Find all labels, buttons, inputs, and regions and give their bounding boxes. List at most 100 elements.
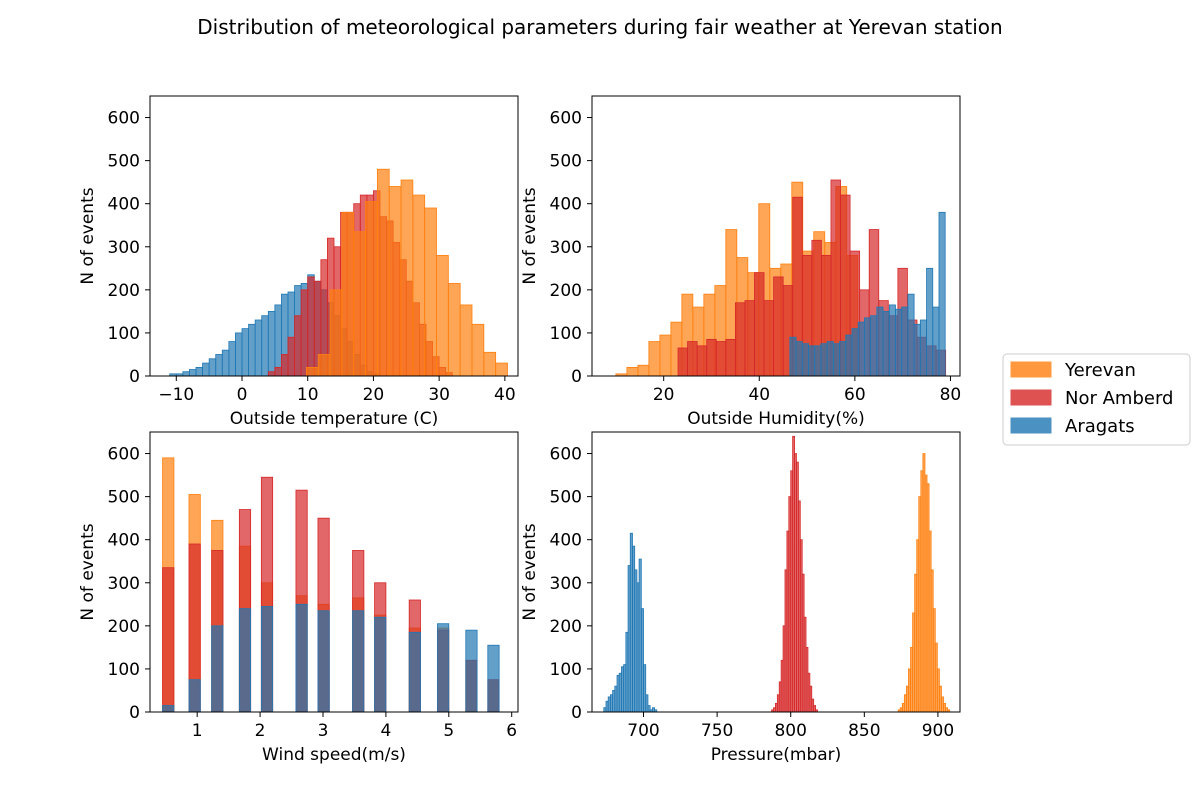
y-tick-label: 200 (108, 281, 140, 301)
histogram-bar (857, 321, 865, 376)
y-tick-label: 100 (108, 324, 140, 344)
histogram-bar (888, 304, 896, 376)
histogram-bar (400, 179, 414, 376)
y-tick-label: 200 (108, 617, 140, 637)
histogram-bar (870, 315, 878, 376)
y-tick-label: 400 (550, 531, 582, 551)
y-tick-label: 100 (108, 660, 140, 680)
bars-group (603, 435, 951, 712)
histogram-bar (487, 644, 500, 712)
y-tick-label: 600 (550, 445, 582, 465)
figure-title: Distribution of meteorological parameter… (197, 15, 1002, 39)
bars-group (615, 179, 947, 376)
x-tick-label: 30 (428, 385, 450, 405)
histogram-bar (341, 211, 355, 376)
histogram-bar (832, 343, 840, 376)
y-axis-label: N of events (520, 187, 540, 284)
histogram-bar (789, 336, 797, 376)
histogram-bar (876, 306, 884, 376)
y-axis-label: N of events (78, 187, 98, 284)
histogram-bar (300, 289, 309, 376)
x-tick-label: 10 (297, 385, 319, 405)
histogram-bar (307, 276, 315, 376)
y-tick-label: 400 (108, 195, 140, 215)
histogram-bar (725, 338, 736, 376)
histogram-bar (261, 315, 269, 376)
histogram-bar (864, 317, 872, 376)
histogram-bar (294, 315, 302, 376)
histogram-bar (188, 543, 201, 712)
x-tick-label: 1 (192, 721, 203, 741)
histogram-bar (744, 300, 755, 376)
histogram-bar (706, 338, 717, 376)
histogram-bar (839, 341, 847, 376)
axes-frame (149, 95, 519, 377)
histogram-bar (734, 302, 746, 376)
histogram-bar (687, 341, 698, 376)
x-tick-label: 750 (701, 721, 733, 741)
y-tick-label: 300 (550, 238, 582, 258)
histogram-bar (801, 343, 809, 376)
histogram-bar (295, 489, 308, 712)
histogram-bar (820, 343, 828, 376)
histogram-bar (295, 603, 308, 712)
y-tick-label: 600 (108, 109, 140, 129)
histogram-bar (459, 304, 473, 376)
histogram-bar (182, 371, 190, 376)
histogram-bar (365, 201, 378, 376)
histogram-bar (162, 705, 175, 712)
histogram-bar (260, 606, 274, 712)
series-yerevan (305, 168, 508, 376)
histogram-bar (932, 306, 940, 376)
histogram-bar (483, 351, 497, 376)
histogram-bar (195, 366, 203, 376)
y-tick-label: 500 (108, 488, 140, 508)
histogram-bar (188, 679, 201, 712)
histogram-bar (215, 354, 223, 376)
histogram-bar (659, 334, 672, 376)
histogram-bar (248, 323, 256, 376)
x-axis-label: Outside Humidity(%) (687, 409, 865, 429)
y-tick-label: 500 (550, 152, 582, 172)
x-tick-label: 20 (363, 385, 385, 405)
x-axis-label: Pressure(mbar) (711, 745, 842, 765)
histogram-bar (267, 371, 276, 376)
histogram-bar (274, 304, 282, 376)
histogram-bar (471, 323, 485, 376)
histogram-bar (376, 168, 390, 376)
legend-swatch-nor-amberd (1010, 389, 1052, 406)
histogram-bar (162, 567, 175, 712)
x-tick-label: 5 (443, 721, 454, 741)
legend-label-nor-amberd: Nor Amberd (1065, 388, 1173, 409)
histogram-bar (274, 366, 282, 376)
histogram-bar (374, 616, 387, 712)
histogram-bar (202, 362, 210, 376)
histogram-bar (208, 358, 217, 376)
legend-swatch-aragats (1010, 417, 1052, 434)
x-tick-label: 0 (237, 385, 248, 405)
y-tick-label: 100 (550, 660, 582, 680)
histogram-bar (352, 610, 365, 712)
axes-frame (149, 431, 519, 713)
histogram-bar (408, 631, 421, 712)
x-tick-label: 20 (653, 385, 675, 405)
bars-group (162, 457, 500, 712)
x-tick-label: 40 (494, 385, 516, 405)
histogram-bar (388, 186, 402, 376)
histogram-bar (495, 362, 508, 376)
x-tick-label: −10 (158, 385, 194, 405)
histogram-bar (260, 476, 274, 712)
histogram-bar (814, 345, 822, 376)
histogram-bar (938, 211, 946, 376)
series-nor-amberd (771, 435, 818, 712)
y-tick-label: 0 (129, 367, 140, 387)
histogram-bar (267, 310, 276, 376)
x-tick-label: 6 (506, 721, 517, 741)
histogram-bar (648, 341, 661, 376)
x-axis-label: Outside temperature (C) (230, 409, 438, 429)
x-axis-label: Wind speed(m/s) (262, 745, 406, 765)
histogram-bar (808, 345, 816, 376)
histogram-bar (773, 276, 784, 376)
x-tick-label: 80 (940, 385, 962, 405)
